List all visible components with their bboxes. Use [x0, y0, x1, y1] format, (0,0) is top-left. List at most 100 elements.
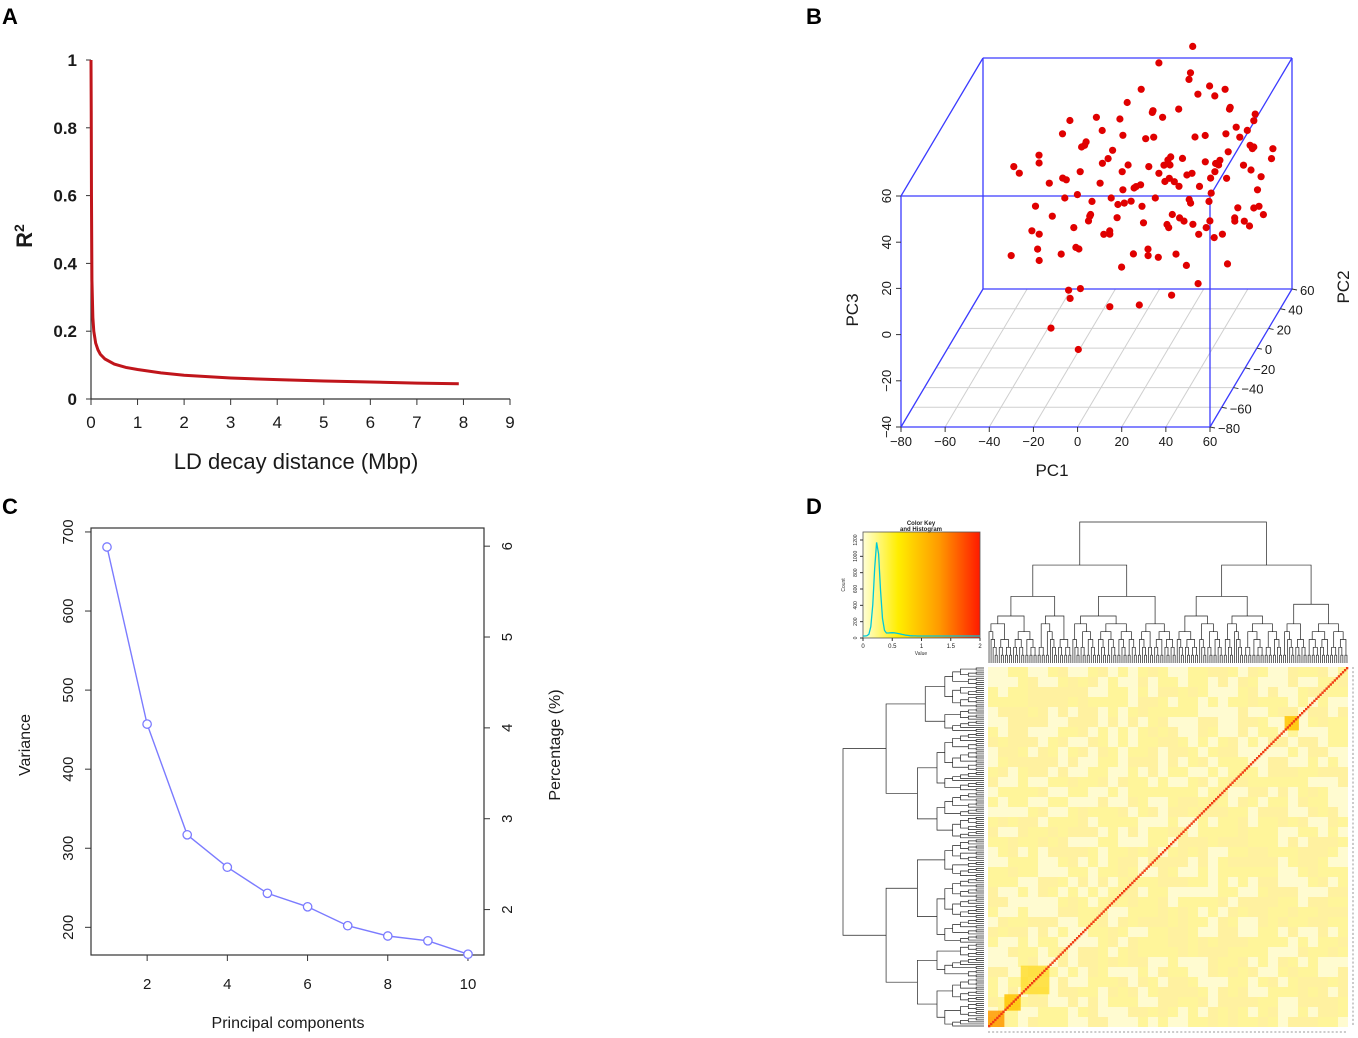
- dendrogram-branch: [1103, 654, 1106, 663]
- heatmap-cell: [1328, 967, 1338, 977]
- ld-y-tick-label: 0: [68, 390, 77, 409]
- dendrogram-branch: [1201, 646, 1206, 663]
- heatmap-cell: [998, 667, 1008, 677]
- heatmap-cell: [1218, 837, 1228, 847]
- dendrogram-branch: [1209, 654, 1213, 663]
- heatmap-cell: [988, 887, 998, 897]
- heatmap-cell: [1158, 727, 1168, 737]
- color-key: Color Key and Histogram 0 0.5 1 1.5 20200400…: [841, 521, 982, 657]
- heatmap-cell: [1098, 1007, 1108, 1017]
- heatmap-cell: [988, 967, 998, 977]
- heatmap-cell: [1158, 1007, 1168, 1017]
- heatmap-cell: [1168, 677, 1178, 687]
- pca-point: [1206, 217, 1214, 225]
- heatmap-cell: [1198, 677, 1208, 687]
- dendrogram-branch: [967, 752, 977, 758]
- heatmap-cell: [1278, 857, 1288, 867]
- dendrogram-branch: [975, 714, 984, 718]
- heatmap-cell: [1008, 867, 1018, 877]
- ld-decay-curve: [89, 59, 459, 386]
- heatmap-cell: [1158, 987, 1168, 997]
- dendrogram-branch: [1013, 646, 1017, 663]
- heatmap-cell: [1078, 997, 1088, 1007]
- dendrogram-branch: [975, 808, 984, 812]
- heatmap-cell: [1028, 757, 1038, 767]
- heatmap-cell: [1148, 727, 1158, 737]
- heatmap-cell: [1318, 777, 1328, 787]
- heatmap-cell: [1018, 747, 1028, 757]
- dendrogram-branch: [967, 971, 977, 977]
- heatmap-cell: [1178, 917, 1188, 927]
- heatmap-cell: [1038, 677, 1048, 687]
- ld-x-tick-label: 8: [459, 413, 468, 432]
- heatmap-cell: [1028, 797, 1038, 807]
- heatmap-cell: [1078, 777, 1088, 787]
- heatmap-cell: [1288, 957, 1298, 967]
- pca-point: [1205, 197, 1213, 205]
- dendrogram-branch: [1098, 639, 1104, 656]
- dendrogram-branch: [1133, 654, 1137, 663]
- heatmap-diagonal-cell: [1235, 777, 1238, 780]
- heatmap-cell: [1228, 827, 1238, 837]
- heatmap-cell: [1098, 937, 1108, 947]
- dendrogram-branch: [1100, 631, 1112, 640]
- heatmap-cell: [1138, 887, 1148, 897]
- floor-grid-line: [944, 288, 1028, 428]
- heatmap-cell: [1268, 687, 1278, 697]
- heatmap-cell: [1338, 687, 1348, 697]
- pca-point: [1145, 163, 1153, 171]
- heatmap-cell: [1208, 667, 1218, 677]
- heatmap-cell: [1328, 827, 1338, 837]
- heatmap-cell: [1058, 917, 1068, 927]
- heatmap-cell: [1048, 967, 1058, 977]
- pc2-tick: [1280, 308, 1286, 311]
- heatmap-cell: [1228, 687, 1238, 697]
- heatmap-cell: [1008, 907, 1018, 917]
- dendrogram-branch: [960, 921, 977, 928]
- pc2-tick: [1268, 327, 1274, 330]
- heatmap-cell: [1138, 957, 1148, 967]
- heatmap-cell: [1298, 967, 1308, 977]
- pca-point: [1138, 202, 1146, 210]
- dendrogram-branch: [975, 919, 984, 923]
- heatmap-cell: [1218, 937, 1228, 947]
- heatmap-cell: [1058, 707, 1068, 717]
- heatmap-diagonal-cell: [1149, 863, 1152, 866]
- heatmap-cell: [1068, 797, 1078, 807]
- heatmap-cell: [1328, 1017, 1338, 1027]
- dendrogram-branch: [1257, 646, 1263, 656]
- heatmap-cell: [1048, 817, 1058, 827]
- heatmap-cell: [1238, 667, 1248, 677]
- pc-tick-label: 6: [303, 976, 311, 993]
- key-y-tick-label: 800: [853, 568, 859, 577]
- heatmap-cell: [1168, 857, 1178, 867]
- dendrogram-branch: [960, 711, 969, 718]
- heatmap-cell: [1288, 1007, 1298, 1017]
- pca-point: [1058, 130, 1067, 138]
- heatmap-diagonal-cell: [1002, 1010, 1005, 1013]
- heatmap-cell: [1038, 667, 1048, 677]
- dendrogram-branch: [952, 883, 961, 895]
- heatmap-cell: [1278, 907, 1288, 917]
- pc3-tick-label: −20: [879, 370, 894, 392]
- heatmap-cell: [1128, 847, 1138, 857]
- dendrogram-branch: [975, 868, 984, 871]
- heatmap-cell: [1258, 817, 1268, 827]
- heatmap-diagonal-cell: [1157, 855, 1161, 858]
- dendrogram-branch: [952, 845, 961, 857]
- heatmap-cell: [1248, 807, 1258, 817]
- heatmap-diagonal-cell: [1135, 877, 1138, 881]
- dendrogram-branch: [967, 910, 984, 914]
- heatmap-cell: [1228, 937, 1238, 947]
- heatmap-cell: [1168, 667, 1178, 677]
- heatmap-cell: [1298, 867, 1308, 877]
- heatmap-diagonal-cell: [1311, 701, 1314, 705]
- pca-point: [1151, 194, 1159, 202]
- heatmap-diagonal-cell: [1006, 1006, 1009, 1009]
- dendrogram-branch: [944, 1010, 961, 1025]
- heatmap-cell: [1058, 887, 1068, 897]
- heatmap-cell: [1298, 817, 1308, 827]
- heatmap-cell: [1338, 1007, 1348, 1017]
- dendrogram-branch: [1334, 654, 1338, 663]
